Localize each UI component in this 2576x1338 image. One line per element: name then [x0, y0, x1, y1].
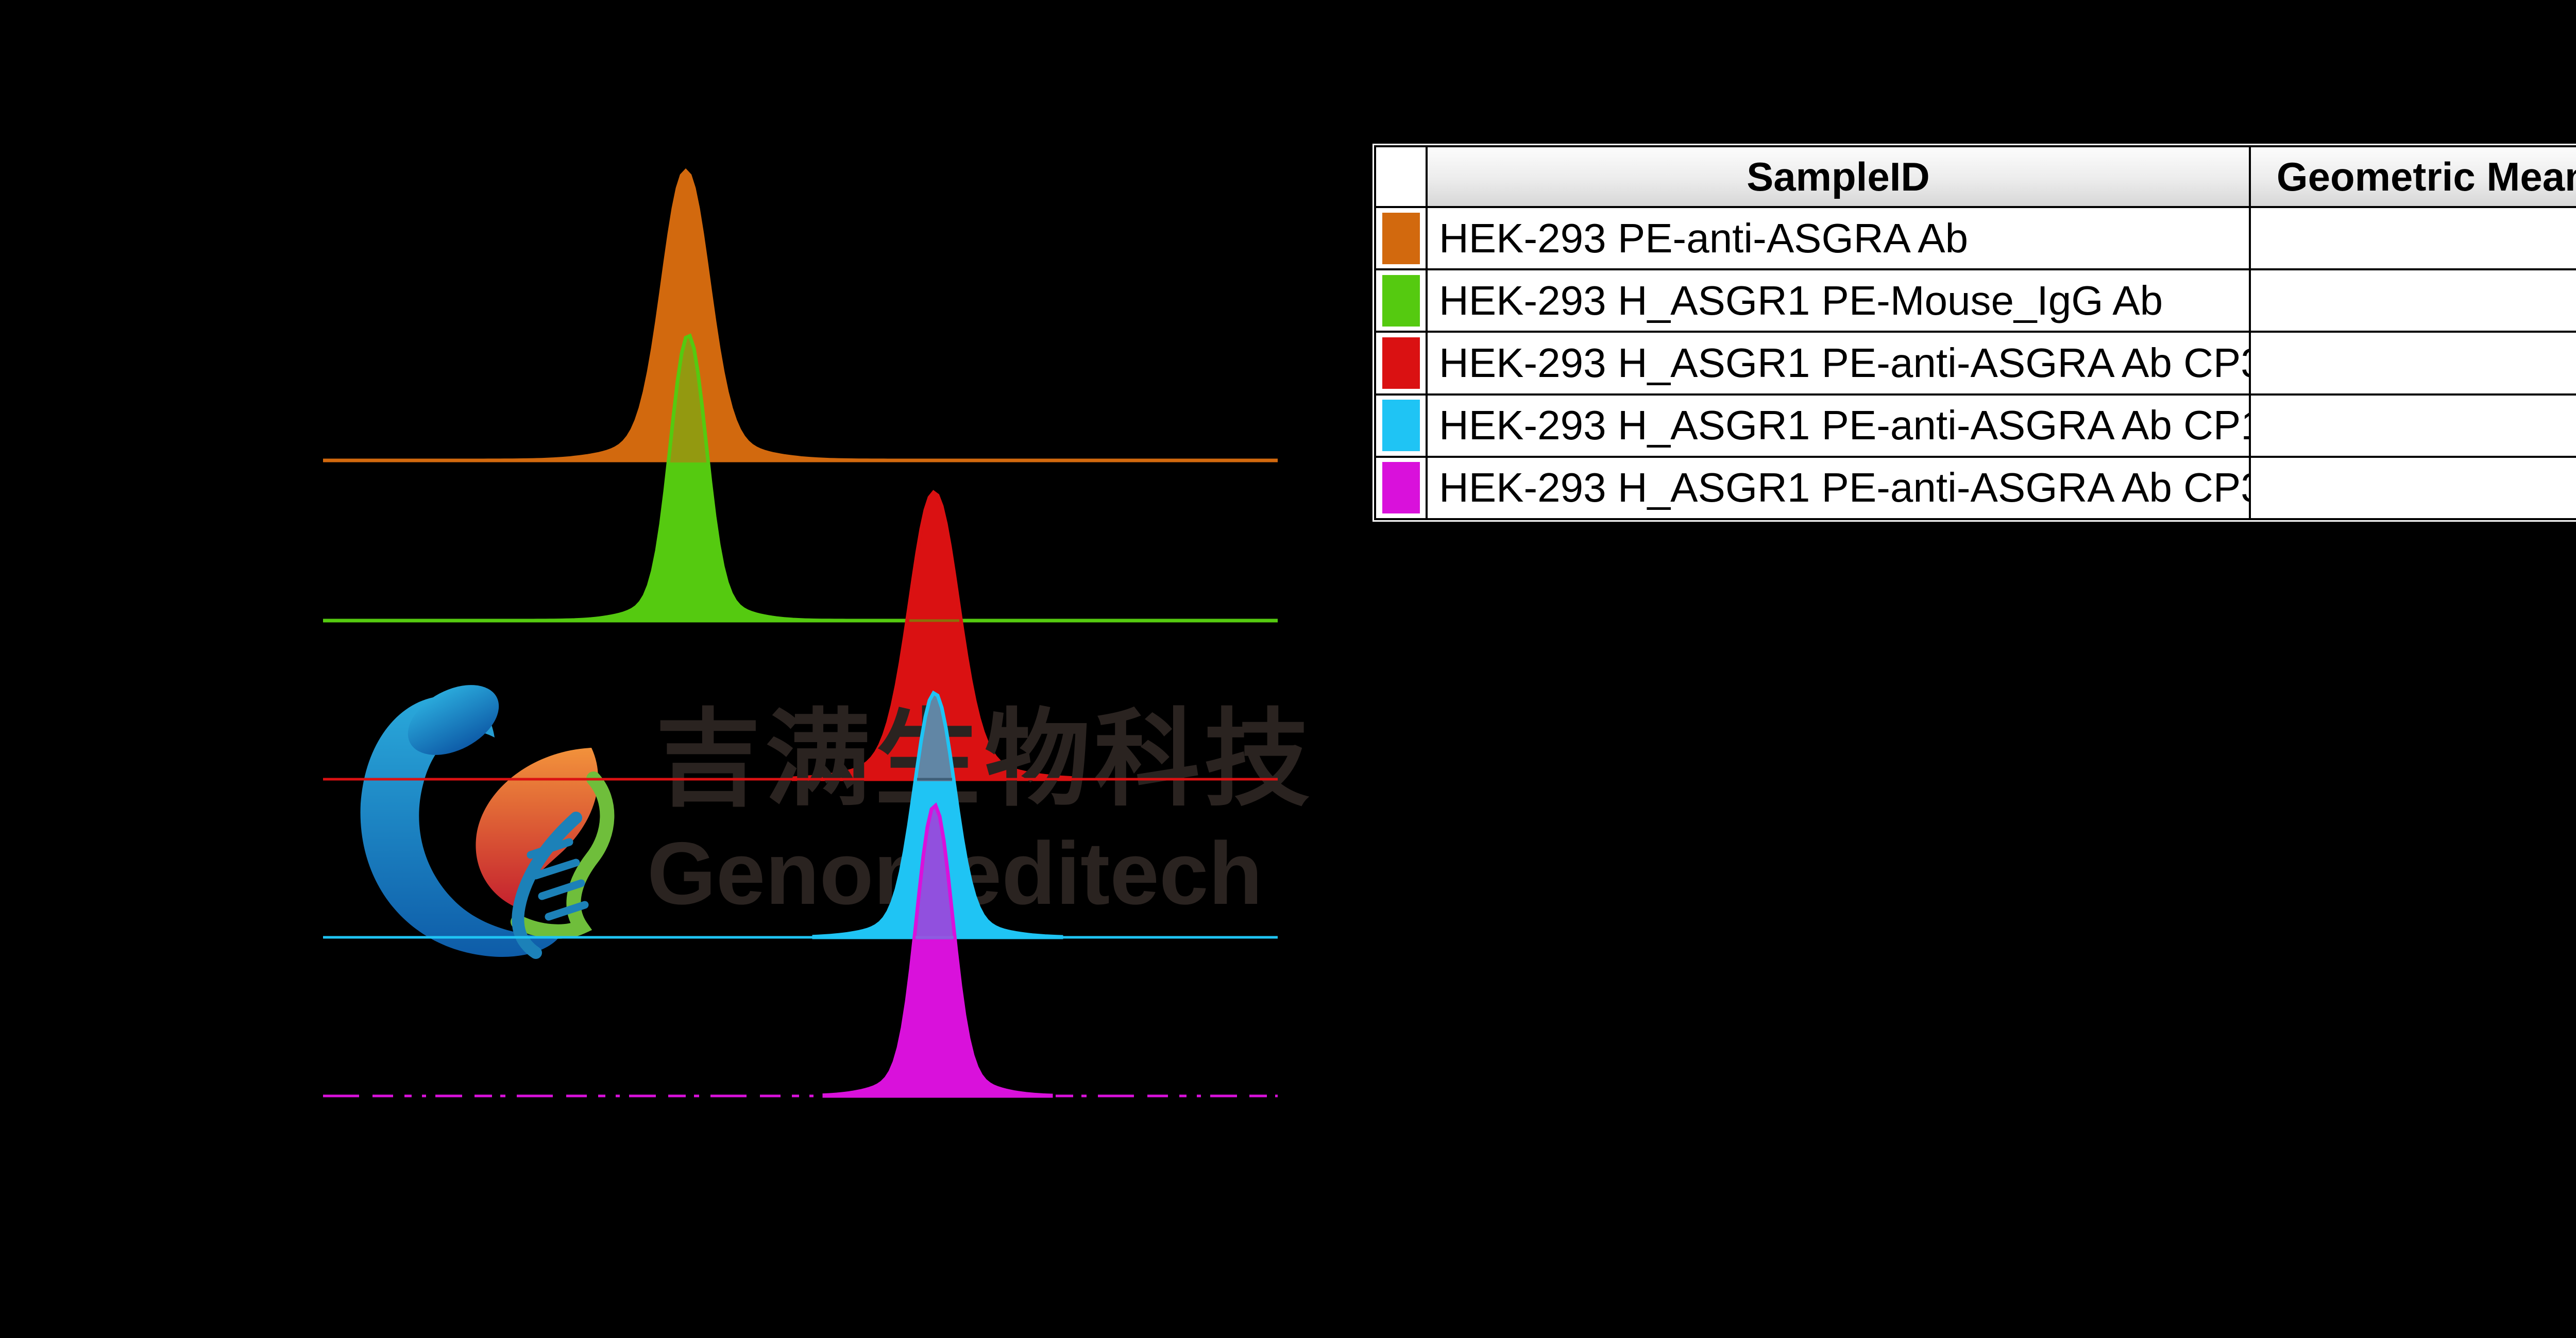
geo-mean-cell: 1007 — [2249, 205, 2576, 271]
watermark-cn-text: 吉满生物科技 — [655, 700, 1314, 818]
sample-id-column-header: SampleID — [1426, 145, 2251, 208]
table-header-row: SampleID Geometric Mean : FL7-H — [1374, 145, 2576, 208]
series-color-swatch — [1382, 275, 1420, 327]
geo-mean-column-header: Geometric Mean : FL7-H — [2249, 145, 2576, 208]
table-row: HEK-293 PE-anti-ASGRA Ab 1007 — [1374, 205, 2576, 271]
series-color-swatch — [1382, 400, 1420, 452]
table-row: HEK-293 H_ASGR1 PE-Mouse_IgG Ab 1332 — [1374, 268, 2576, 333]
sample-id-cell: HEK-293 H_ASGR1 PE-anti-ASGRA Ab CP18 — [1426, 393, 2251, 458]
sample-id-cell: HEK-293 H_ASGR1 PE-anti-ASGRA Ab CP3 — [1426, 331, 2251, 396]
geo-mean-cell: 143069 — [2249, 455, 2576, 521]
logo-dna-strand — [512, 812, 582, 959]
sample-id-cell: HEK-293 H_ASGR1 PE-Mouse_IgG Ab — [1426, 268, 2251, 333]
table-row: HEK-293 H_ASGR1 PE-anti-ASGRA Ab CP3 140… — [1374, 331, 2576, 396]
series-orange — [323, 168, 1278, 462]
genomeditech-watermark: 吉满生物科技Genomeditech — [360, 685, 1314, 959]
series-green — [323, 333, 1278, 623]
stats-table: SampleID Geometric Mean : FL7-H HEK-293 … — [1368, 139, 2576, 526]
geo-mean-cell: 1332 — [2249, 268, 2576, 333]
series-magenta — [822, 802, 1053, 1098]
series-red — [791, 490, 1078, 781]
logo-blue-swirl — [360, 695, 559, 957]
sample-id-cell: HEK-293 PE-anti-ASGRA Ab — [1426, 205, 2251, 271]
geo-mean-cell: 140173 — [2249, 331, 2576, 396]
table-row: HEK-293 H_ASGR1 PE-anti-ASGRA Ab CP30 14… — [1374, 455, 2576, 521]
swatch-column-header — [1374, 145, 1428, 208]
logo-red-drop — [476, 748, 599, 909]
series-color-swatch — [1382, 212, 1420, 264]
series-color-swatch — [1382, 462, 1420, 514]
series-color-swatch — [1382, 337, 1420, 389]
table-row: HEK-293 H_ASGR1 PE-anti-ASGRA Ab CP18 14… — [1374, 393, 2576, 458]
logo-blue-blob — [408, 685, 499, 755]
sample-id-cell: HEK-293 H_ASGR1 PE-anti-ASGRA Ab CP30 — [1426, 455, 2251, 521]
geo-mean-cell: 141213 — [2249, 393, 2576, 458]
